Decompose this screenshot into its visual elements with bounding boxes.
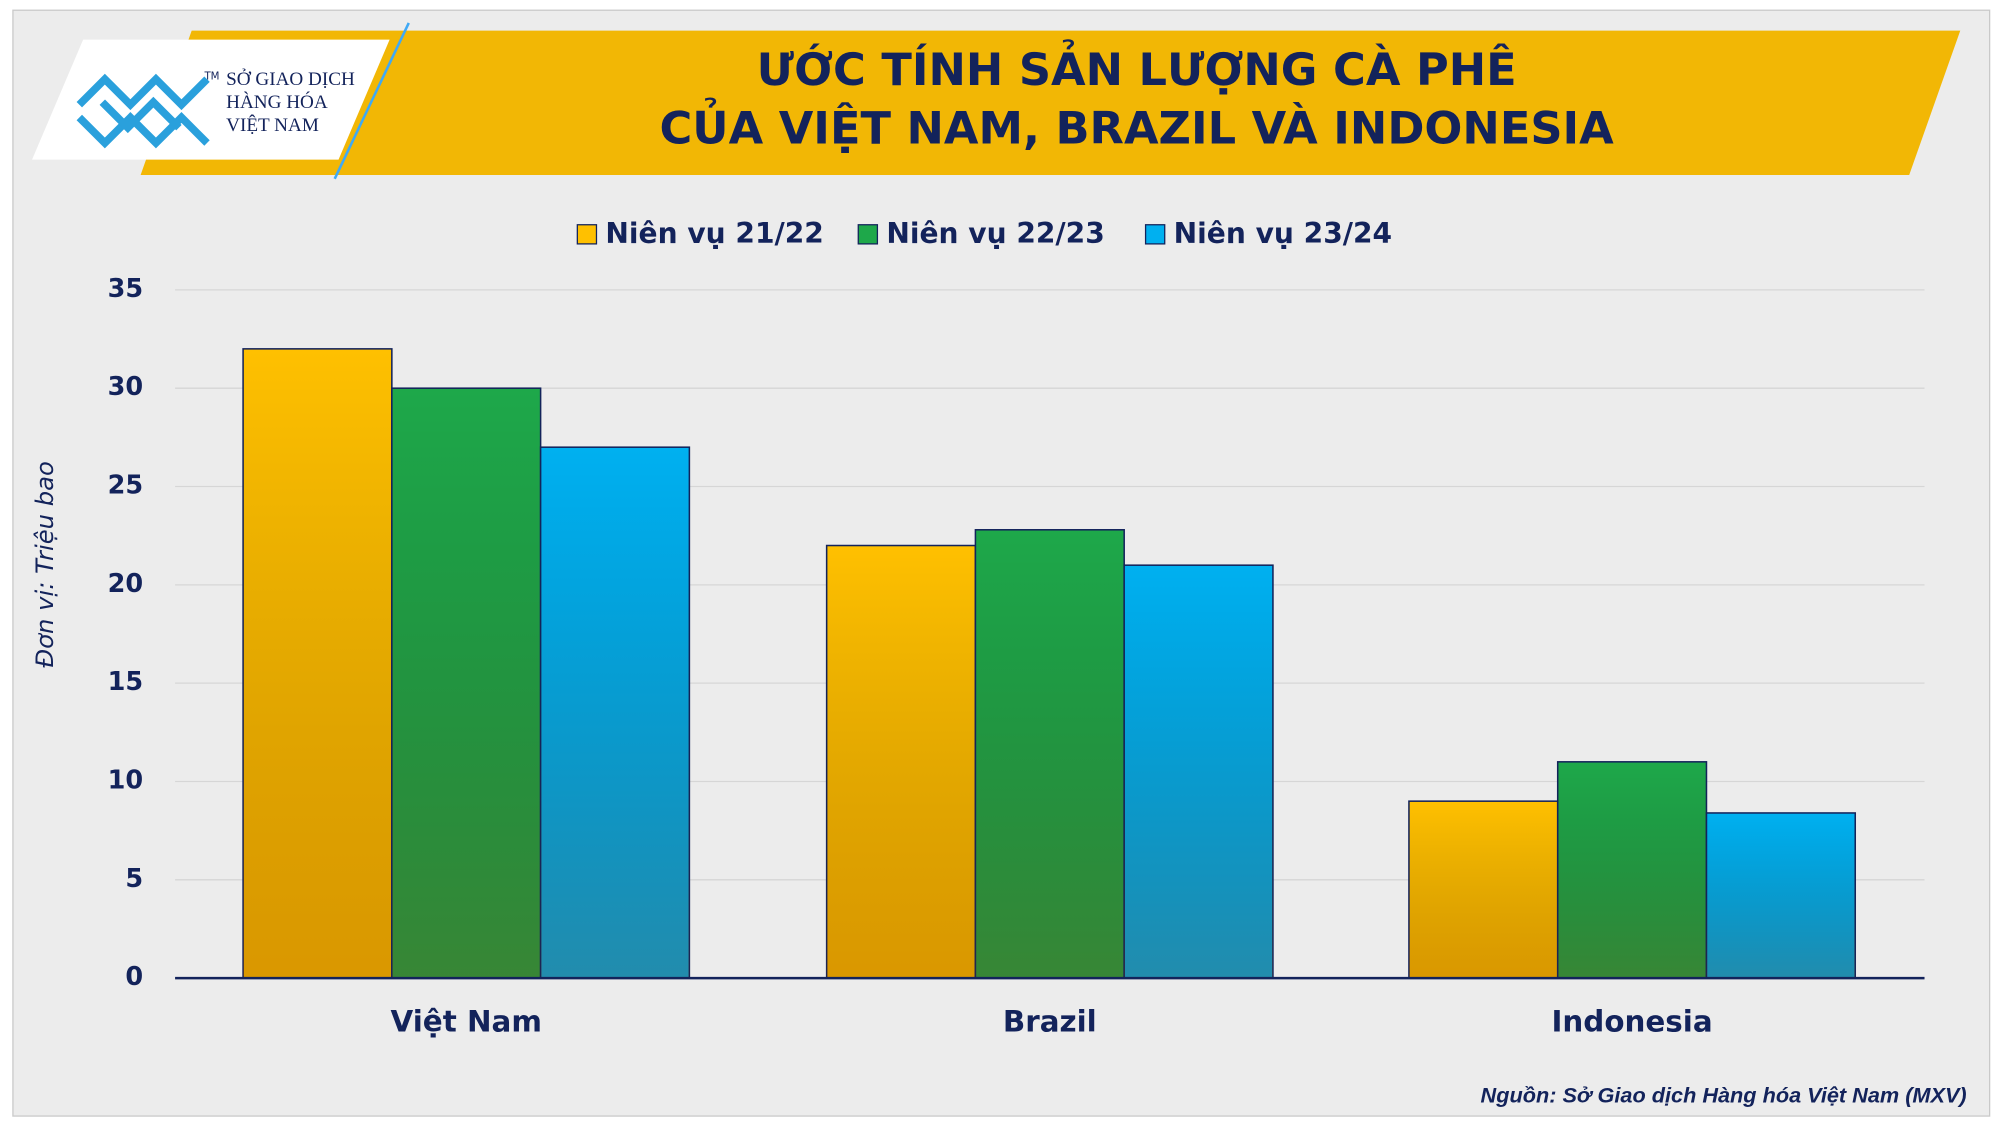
y-tick-label: 0 xyxy=(125,962,143,992)
legend-swatch xyxy=(576,224,598,245)
bar xyxy=(539,446,691,979)
logo-tm: TM xyxy=(203,72,219,83)
legend-label: Niên vụ 21/22 xyxy=(605,217,823,250)
bar xyxy=(1123,564,1274,979)
source: Nguồn: Sở Giao dịch Hàng hóa Việt Nam (M… xyxy=(1481,1083,1967,1108)
logo-icon xyxy=(76,73,210,149)
legend-label: Niên vụ 22/23 xyxy=(886,217,1104,250)
bar xyxy=(1556,761,1708,979)
x-tick-label: Việt Nam xyxy=(391,1004,542,1038)
bar xyxy=(1408,800,1559,979)
bar xyxy=(242,348,393,979)
y-tick-label: 5 xyxy=(125,864,143,894)
logo-text: SỞ GIAO DỊCH xyxy=(226,68,355,90)
legend-swatch xyxy=(857,224,879,245)
bar xyxy=(391,387,542,979)
chart-title: ƯỚC TÍNH SẢN LƯỢNG CÀ PHÊ xyxy=(757,39,1517,96)
y-axis-label: Đơn vị: Triệu bao xyxy=(30,461,59,667)
legend-swatch xyxy=(1144,224,1166,245)
y-tick-label: 10 xyxy=(108,765,144,795)
x-tick-label: Brazil xyxy=(1003,1004,1097,1038)
y-tick-label: 25 xyxy=(108,471,144,501)
y-tick-label: 20 xyxy=(108,569,144,599)
y-tick-label: 30 xyxy=(108,372,144,402)
title-banner xyxy=(140,30,1961,175)
y-tick-label: 35 xyxy=(108,274,144,304)
logo-text: VIỆT NAM xyxy=(226,114,319,136)
legend-label: Niên vụ 23/24 xyxy=(1174,217,1392,250)
bar xyxy=(825,544,977,979)
y-tick-label: 15 xyxy=(108,667,144,697)
logo-accent xyxy=(333,22,410,180)
bar xyxy=(1705,812,1857,979)
logo-text: HÀNG HÓA xyxy=(226,91,328,113)
chart-title: CỦA VIỆT NAM, BRAZIL VÀ INDONESIA xyxy=(660,98,1615,155)
bar xyxy=(974,529,1125,979)
x-tick-label: Indonesia xyxy=(1552,1004,1713,1038)
